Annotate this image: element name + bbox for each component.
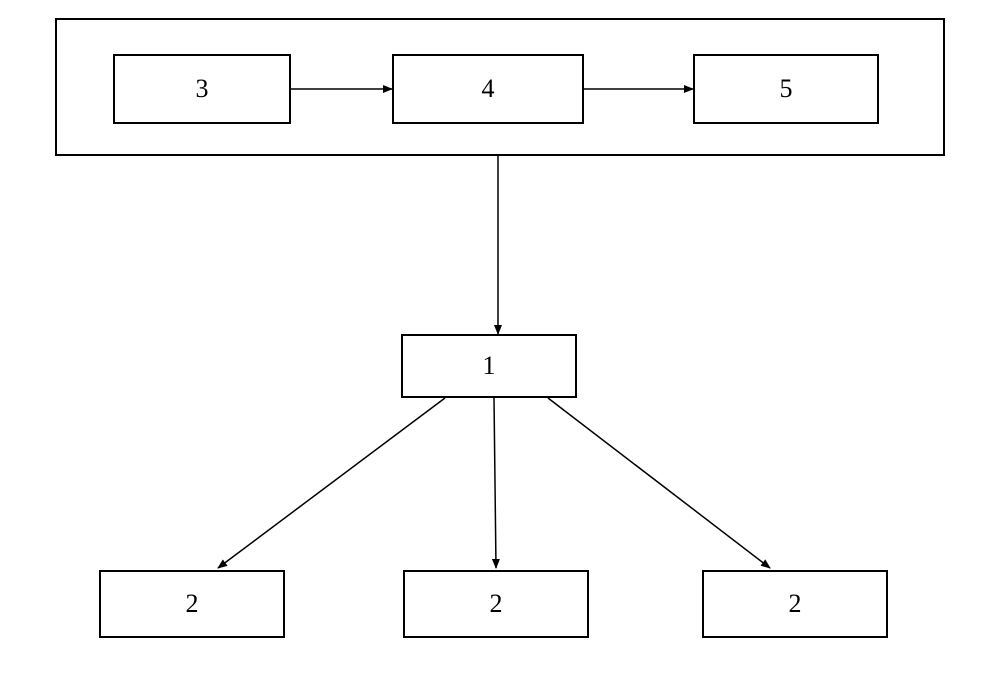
- edge-n1-to-n2a: [218, 398, 445, 568]
- node-5: 5: [693, 54, 879, 124]
- node-4-label: 4: [482, 74, 495, 104]
- edge-n1-to-n2b: [494, 398, 496, 568]
- node-2a-label: 2: [186, 589, 199, 619]
- node-2b: 2: [403, 570, 589, 638]
- node-2c-label: 2: [789, 589, 802, 619]
- node-2c: 2: [702, 570, 888, 638]
- node-2a: 2: [99, 570, 285, 638]
- node-3-label: 3: [196, 74, 209, 104]
- node-2b-label: 2: [490, 589, 503, 619]
- node-4: 4: [392, 54, 584, 124]
- node-5-label: 5: [780, 74, 793, 104]
- edge-n1-to-n2c: [548, 398, 770, 568]
- node-1: 1: [401, 334, 577, 398]
- node-1-label: 1: [483, 351, 496, 381]
- node-3: 3: [113, 54, 291, 124]
